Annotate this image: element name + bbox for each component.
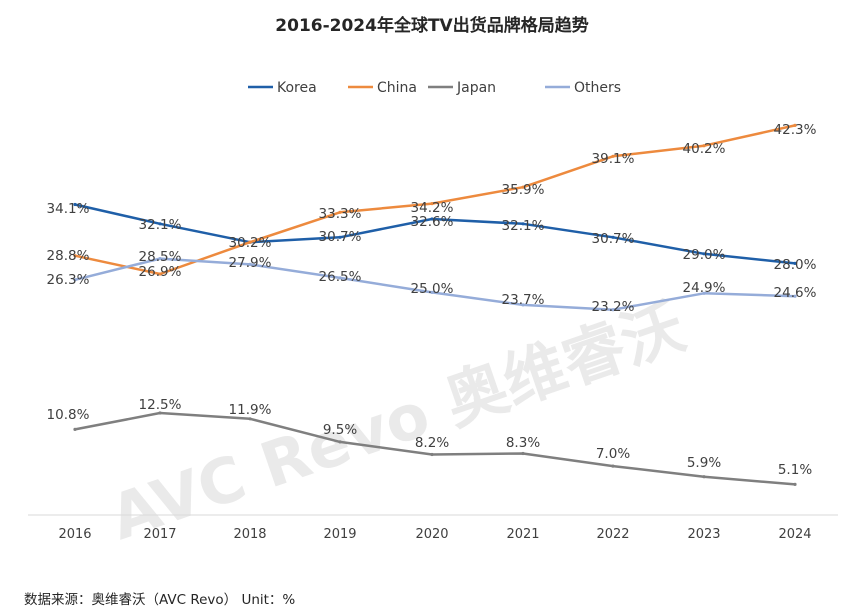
data-label-japan-2022: 7.0% <box>596 446 630 462</box>
point-japan-2017 <box>158 411 162 415</box>
data-label-china-2017: 26.9% <box>139 264 182 280</box>
point-china-2022 <box>611 154 615 158</box>
point-others-2018 <box>248 262 252 266</box>
data-label-korea-2018: 30.2% <box>229 235 272 251</box>
data-label-korea-2023: 29.0% <box>683 247 726 263</box>
data-label-others-2019: 26.5% <box>319 269 362 285</box>
x-tick-label-2020: 2020 <box>415 527 448 542</box>
point-korea-2016 <box>73 202 77 207</box>
point-china-2023 <box>702 144 706 148</box>
point-others-2019 <box>338 276 342 280</box>
point-korea-2021 <box>521 222 525 226</box>
point-china-2021 <box>521 185 525 189</box>
point-china-2019 <box>338 210 342 214</box>
legend-label-japan: Japan <box>456 80 496 96</box>
x-tick-label-2016: 2016 <box>58 527 91 542</box>
x-tick-label-2024: 2024 <box>778 527 811 542</box>
data-label-korea-2021: 32.1% <box>502 218 545 234</box>
point-korea-2023 <box>702 252 706 256</box>
data-label-japan-2021: 8.3% <box>506 435 540 451</box>
source-note: 数据来源：奥维睿沃（AVC Revo） Unit：% <box>24 592 296 608</box>
point-japan-2016 <box>73 427 77 431</box>
point-japan-2021 <box>521 451 525 456</box>
data-label-china-2021: 35.9% <box>502 182 545 198</box>
data-label-korea-2024: 28.0% <box>774 257 817 273</box>
x-tick-label-2017: 2017 <box>143 527 176 542</box>
chart-title: 2016-2024年全球TV出货品牌格局趋势 <box>275 15 588 36</box>
point-japan-2018 <box>248 417 252 421</box>
x-tick-label-2019: 2019 <box>323 527 356 542</box>
data-label-japan-2016: 10.8% <box>47 407 90 423</box>
point-others-2022 <box>611 308 615 312</box>
point-japan-2024 <box>793 482 797 486</box>
point-china-2016 <box>73 254 77 258</box>
data-label-japan-2019: 9.5% <box>323 422 357 438</box>
data-label-korea-2019: 30.7% <box>319 229 362 245</box>
data-label-japan-2017: 12.5% <box>139 397 182 413</box>
point-others-2023 <box>702 291 706 295</box>
x-tick-label-2022: 2022 <box>596 527 629 542</box>
data-label-japan-2024: 5.1% <box>778 462 812 478</box>
data-label-others-2024: 24.6% <box>774 285 817 301</box>
data-label-japan-2020: 8.2% <box>415 435 449 451</box>
point-china-2024 <box>793 123 797 127</box>
data-label-others-2018: 27.9% <box>229 255 272 271</box>
legend: Korea China Japan Others <box>248 80 621 96</box>
point-japan-2019 <box>338 440 342 444</box>
data-label-china-2024: 42.3% <box>774 122 817 138</box>
data-label-others-2023: 24.9% <box>683 280 726 296</box>
data-label-japan-2023: 5.9% <box>687 455 721 471</box>
point-japan-2020 <box>430 452 434 457</box>
point-others-2016 <box>73 278 77 282</box>
data-label-korea-2020: 32.6% <box>411 214 454 230</box>
data-label-korea-2022: 30.7% <box>592 231 635 247</box>
data-label-china-2016: 28.8% <box>47 248 90 264</box>
data-label-layer: 34.1% 32.1% 30.2% 30.7% 32.6% 32.1% 30.7% 29.0%… <box>47 122 817 478</box>
data-label-others-2021: 23.7% <box>502 292 545 308</box>
data-label-others-2022: 23.2% <box>592 299 635 315</box>
data-label-korea-2016: 34.1% <box>47 201 90 217</box>
x-tick-layer: 2016 2017 2018 2019 2020 2021 2022 2023 2024 <box>58 527 811 542</box>
series-layer <box>73 123 797 486</box>
data-label-others-2016: 26.3% <box>47 272 90 288</box>
data-label-china-2019: 33.3% <box>319 206 362 222</box>
watermark: AVC Revo 奥维睿沃 <box>101 289 693 554</box>
data-label-china-2022: 39.1% <box>592 151 635 167</box>
point-japan-2022 <box>611 464 615 468</box>
point-others-2021 <box>521 303 525 307</box>
data-label-others-2020: 25.0% <box>411 281 454 297</box>
point-korea-2024 <box>793 261 797 265</box>
point-korea-2017 <box>158 222 162 226</box>
legend-label-others: Others <box>574 80 621 96</box>
point-korea-2020 <box>430 217 434 221</box>
legend-label-china: China <box>377 80 417 96</box>
x-tick-label-2023: 2023 <box>687 527 720 542</box>
point-others-2020 <box>430 290 434 294</box>
point-others-2017 <box>158 257 162 261</box>
point-china-2017 <box>158 272 162 276</box>
data-label-korea-2017: 32.1% <box>139 217 182 233</box>
x-tick-label-2021: 2021 <box>506 527 539 542</box>
data-label-china-2020: 34.2% <box>411 200 454 216</box>
point-japan-2023 <box>702 475 706 479</box>
data-label-japan-2018: 11.9% <box>229 402 272 418</box>
point-china-2020 <box>430 202 434 206</box>
data-label-china-2023: 40.2% <box>683 141 726 157</box>
data-label-others-2017: 28.5% <box>139 249 182 265</box>
x-tick-label-2018: 2018 <box>233 527 266 542</box>
legend-label-korea: Korea <box>277 80 317 96</box>
point-others-2024 <box>793 294 797 298</box>
point-china-2018 <box>248 240 252 244</box>
point-korea-2022 <box>611 235 615 239</box>
point-korea-2019 <box>338 235 342 239</box>
